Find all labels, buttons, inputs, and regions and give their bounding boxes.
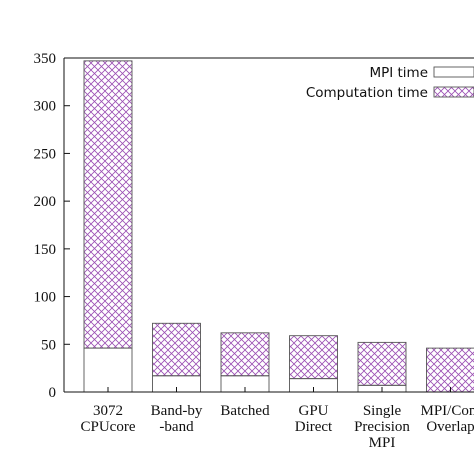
y-tick-label-4: 200 <box>34 194 57 210</box>
bar-mpi-time-0 <box>83 347 133 393</box>
category-label-3: GPU Direct <box>295 403 333 435</box>
bar-computation-time-4 <box>357 341 407 386</box>
y-tick-label-7: 350 <box>34 51 57 67</box>
category-label-4: Single Precision MPI <box>354 403 410 451</box>
legend-swatch-1 <box>433 86 474 98</box>
category-label-0: 3072 CPUcore <box>81 403 136 435</box>
bar-computation-time-0 <box>83 60 133 349</box>
bar-computation-time-1 <box>152 322 201 377</box>
bar-computation-time-3 <box>289 335 338 380</box>
y-tick-label-3: 150 <box>34 242 57 258</box>
legend: MPI time Computation time <box>306 65 474 101</box>
y-tick-label-6: 300 <box>34 99 57 115</box>
y-tick-label-0: 0 <box>49 385 57 401</box>
category-label-1: Band-by -band <box>151 403 203 435</box>
category-label-5: MPI/ComOverlap <box>420 403 474 435</box>
bar-computation-time-5 <box>426 347 474 393</box>
legend-label-1: Computation time <box>306 85 428 101</box>
y-tick-label-2: 100 <box>34 290 57 306</box>
legend-swatch-0 <box>433 66 474 78</box>
category-label-2: Batched <box>220 403 270 419</box>
bar-computation-time-2 <box>220 332 270 377</box>
y-tick-label-1: 50 <box>41 337 56 353</box>
bars-layer <box>83 60 474 393</box>
legend-label-0: MPI time <box>369 65 428 81</box>
axes-layer: 3072 CPUcore Band-by -band Batched GPU Direct S… <box>34 51 474 451</box>
y-tick-label-5: 250 <box>34 146 57 162</box>
